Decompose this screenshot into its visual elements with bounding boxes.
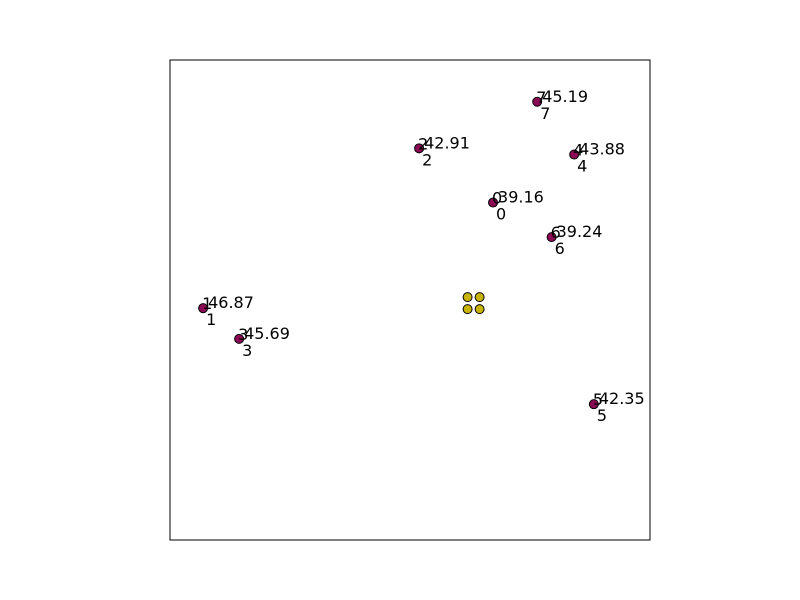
- point-id-label: 2: [418, 134, 428, 153]
- data-point: [588, 399, 599, 410]
- point-id-label: 5: [593, 390, 603, 409]
- point-value-label: 46.87: [208, 293, 254, 312]
- point-value-label: 43.88: [579, 140, 625, 159]
- center-marker: [462, 304, 473, 315]
- point-value-label: 45.69: [244, 324, 290, 343]
- point-value-label: 39.24: [557, 222, 603, 241]
- data-point: [234, 333, 245, 344]
- point-id-label: 0: [492, 189, 502, 208]
- point-id-label-below: 0: [496, 205, 506, 224]
- point-id-label: 4: [573, 141, 583, 160]
- center-marker: [474, 292, 485, 303]
- data-point: [569, 149, 580, 160]
- center-marker: [474, 304, 485, 315]
- data-point: [414, 143, 425, 154]
- data-point: [546, 232, 557, 243]
- data-point: [532, 96, 543, 107]
- data-points: 039.160 146.871 242.912 345.693 443.884 542.3…: [198, 87, 645, 425]
- center-markers: [462, 292, 485, 315]
- point-id-label-below: 1: [206, 310, 216, 329]
- point-value-label: 39.16: [498, 188, 544, 207]
- point-id-label-below: 4: [577, 157, 587, 176]
- point-id-label: 7: [536, 88, 546, 107]
- data-point: [198, 303, 209, 314]
- point-value-label: 45.19: [542, 87, 588, 106]
- point-id-label: 6: [551, 223, 561, 242]
- point-value-label: 42.91: [424, 133, 470, 152]
- point-id-label-below: 5: [597, 406, 607, 425]
- point-id-label-below: 3: [242, 341, 252, 360]
- plot-background: [170, 60, 650, 540]
- point-id-label-below: 7: [540, 104, 550, 123]
- data-point: [488, 197, 499, 208]
- plot-frame: [169, 59, 651, 541]
- point-id-label: 3: [238, 325, 248, 344]
- point-value-label: 42.35: [599, 389, 645, 408]
- point-id-label: 1: [202, 294, 212, 313]
- point-id-label-below: 6: [555, 239, 565, 258]
- center-marker: [462, 292, 473, 303]
- point-id-label-below: 2: [422, 150, 432, 169]
